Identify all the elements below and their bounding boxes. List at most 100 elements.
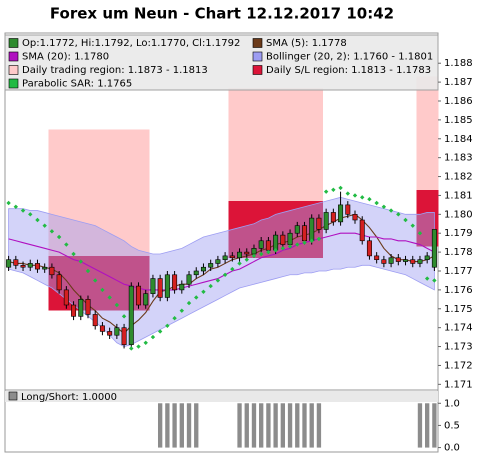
candle-body [114,327,120,336]
long-short-bar [179,403,184,448]
candle-body [222,255,228,260]
y-tick-label: 0.5 [444,420,460,431]
region-block [120,129,128,256]
sar-dot [143,340,148,345]
sub-layer: Long/Short: 1.0000 [5,391,438,448]
region-block [279,201,287,258]
candle-body [316,217,322,230]
candle-body [63,289,69,306]
sar-dot [388,208,394,213]
legend-box [4,34,439,91]
candle-body [208,263,214,268]
candle-body [49,266,55,276]
sar-dot [396,212,401,217]
region-block [127,129,136,256]
sar-dot [121,314,127,319]
candle-body [200,266,206,272]
legend-label: Op:1.1772, Hi:1.1792, Lo:1.1770, Cl:1.17… [22,38,240,49]
candle-body [410,259,416,264]
region-block [120,255,128,311]
region-block [98,129,107,256]
region-block [300,87,309,202]
legend-swatch [8,38,19,48]
candle-body [273,234,279,251]
y-tick-label: 1.171 [444,379,473,390]
candle-body [179,283,185,291]
sar-dot [403,217,408,223]
sub-legend-swatch [8,391,18,401]
candle-body [381,259,387,264]
y-tick-label: 1.183 [444,153,473,164]
candle-body [99,325,105,332]
region-block [113,255,121,311]
region-block [264,201,273,258]
sar-dot [345,191,350,196]
candle-body [251,248,257,255]
candle-body [56,274,62,291]
candle-body [128,285,134,345]
candle-body [359,219,365,242]
candle-body [345,204,351,215]
region-block [113,129,121,256]
long-short-bar [165,403,170,448]
region-block [55,129,64,256]
legend-label: Bollinger (20, 2): 1.1760 - 1.1801 [266,52,433,63]
bollinger-band [8,196,435,347]
long-short-bar [251,403,257,448]
y-tick-label: 1.177 [444,266,473,277]
sub-legend-box [5,391,438,402]
candle-body [34,263,40,270]
sar-dot [381,204,387,209]
candle-body [85,299,91,315]
legend-swatch [252,51,263,62]
long-short-bar [259,403,264,448]
sar-dot [215,278,221,283]
legend-swatch [252,38,263,48]
long-short-bar [302,403,307,448]
sar-dot [28,212,33,217]
long-short-bar [186,403,192,448]
candle-body [71,304,77,317]
candle-body [338,204,344,223]
long-short-bar [172,403,177,448]
candle-body [13,259,19,266]
y-tick-label: 1.174 [444,323,473,334]
region-block [69,255,78,311]
y-tick-label: 1.179 [444,228,473,239]
y-tick-label: 1.173 [444,342,473,353]
long-short-bar [432,403,437,448]
sar-dot [114,302,120,308]
region-block [235,87,244,202]
candle-body [42,266,48,270]
long-short-bar [244,403,249,448]
region-block [423,189,432,247]
long-short-bar [417,403,423,448]
candle-body [374,255,380,260]
sar-dot [136,344,141,349]
candle-body [92,314,98,327]
region-block [257,87,266,202]
sar-dot [107,295,112,300]
candle-body [309,217,315,242]
y-tick-label: 1.188 [444,58,473,69]
region-block [98,255,107,311]
region-block [272,201,280,258]
candle-body [258,240,264,249]
legend-swatch [8,51,19,62]
region-block [48,255,56,311]
long-short-bar [266,403,271,448]
sar-dot [424,276,430,281]
sar-dot [179,308,185,313]
region-block [48,129,56,256]
region-block [62,129,71,256]
region-block [416,189,424,247]
chart-title: Forex um Neun - Chart 12.12.2017 10:42 [50,5,394,23]
sar-dot [360,195,365,200]
sar-dot [302,240,307,245]
sar-dot [266,249,271,255]
candle-body [330,212,336,223]
candle-body [172,274,178,291]
candle-body [265,240,271,251]
candle-body [215,259,221,264]
